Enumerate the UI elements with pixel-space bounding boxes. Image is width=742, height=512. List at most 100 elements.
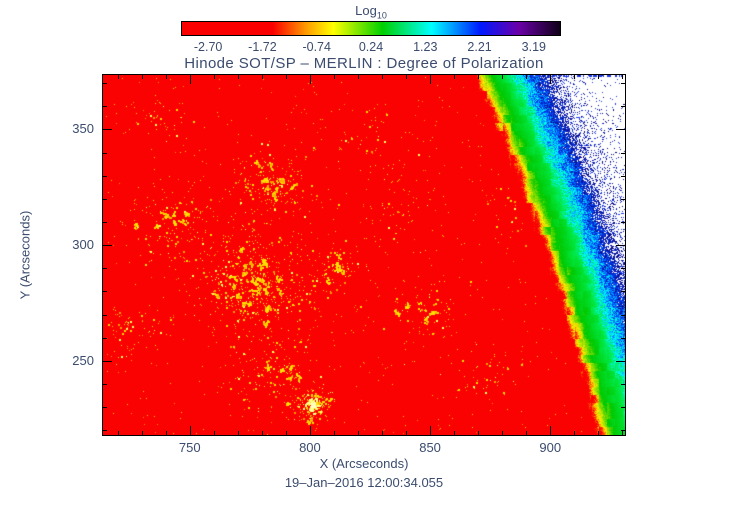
axis-tick (598, 431, 600, 435)
observation-timestamp: 19–Jan–2016 12:00:34.055 (284, 475, 444, 490)
colorbar-title: Log10 (181, 3, 561, 21)
x-tick-label: 800 (299, 440, 321, 455)
axis-tick (103, 360, 112, 362)
colorbar-tick-label: -0.74 (302, 40, 331, 54)
axis-tick (550, 75, 552, 84)
colorbar-gradient (181, 21, 561, 36)
axis-tick (357, 431, 359, 435)
axis-tick (621, 222, 625, 223)
axis-tick (103, 337, 107, 339)
axis-tick (117, 75, 119, 79)
axis-tick (621, 268, 625, 270)
axis-tick (502, 431, 504, 435)
axis-tick (454, 75, 456, 79)
axis-tick (141, 75, 143, 79)
y-tick-label: 350 (72, 121, 94, 137)
axis-tick (103, 245, 112, 247)
axis-tick (430, 426, 432, 435)
x-tick-label: 900 (539, 440, 562, 455)
axis-tick (309, 426, 311, 435)
axis-tick (165, 431, 167, 435)
axis-tick (285, 75, 287, 79)
axis-tick (478, 75, 480, 79)
axis-tick (213, 75, 215, 79)
colorbar-tick-label: 2.21 (467, 40, 492, 54)
x-axis-title: X (Arcseconds) (319, 456, 409, 471)
axis-tick (621, 198, 625, 200)
axis-tick (478, 431, 480, 435)
axis-tick (406, 431, 408, 435)
colorbar-tick-label: 3.19 (521, 40, 547, 54)
axis-tick (103, 152, 107, 154)
colorbar-tick-label: -2.70 (193, 40, 223, 54)
axis-tick (574, 431, 576, 435)
axis-tick (621, 314, 625, 316)
axis-tick (189, 75, 191, 84)
axis-tick (165, 75, 167, 79)
y-axis-tick-labels: 250 300 350 (0, 75, 98, 435)
axis-tick (103, 222, 107, 223)
axis-tick (616, 360, 625, 362)
axis-tick (526, 75, 528, 79)
colorbar-tick-label: 0.24 (358, 40, 384, 54)
axis-tick (382, 431, 384, 435)
axis-tick (189, 426, 191, 435)
axis-tick (621, 337, 625, 339)
axis-tick (117, 431, 119, 435)
axis-tick (333, 75, 335, 79)
axis-tick (406, 75, 408, 79)
axis-tick (598, 75, 600, 79)
axis-tick (621, 384, 625, 386)
axis-tick (103, 314, 107, 316)
colorbar-tick-labels: -2.70 -1.72 -0.74 0.24 1.23 2.21 3.19 (181, 40, 561, 54)
axis-tick (103, 268, 107, 270)
colorbar-tick-label: 1.23 (413, 40, 438, 54)
axis-tick (621, 83, 625, 85)
axis-tick (550, 426, 552, 435)
polarization-heatmap-canvas (103, 75, 625, 435)
x-axis-tick-labels: 750 800 850 900 (103, 440, 625, 456)
axis-tick (621, 407, 625, 409)
axis-tick (621, 291, 625, 293)
axis-tick (430, 75, 432, 84)
colorbar-title-text: Log (355, 3, 377, 18)
axis-tick (622, 431, 624, 435)
axis-tick (213, 431, 215, 435)
axis-tick (261, 75, 263, 79)
x-tick-label: 850 (419, 440, 441, 455)
axis-tick (103, 291, 107, 293)
axis-tick (616, 245, 625, 247)
axis-tick (622, 75, 624, 79)
axis-tick (526, 431, 528, 435)
axis-tick (621, 175, 625, 177)
axis-tick (261, 431, 263, 435)
axis-tick (103, 407, 107, 409)
axis-tick (621, 106, 625, 108)
axis-tick (616, 129, 625, 131)
y-tick-label: 300 (72, 237, 94, 253)
y-tick-label: 250 (72, 352, 94, 368)
axis-tick (333, 431, 335, 435)
x-tick-label: 750 (178, 440, 201, 455)
axis-tick (309, 75, 311, 84)
axis-tick (574, 75, 576, 79)
axis-tick (454, 431, 456, 435)
axis-tick (103, 430, 107, 432)
axis-tick (285, 431, 287, 435)
axis-tick (103, 384, 107, 386)
axis-tick (103, 106, 107, 108)
plot-title: Hinode SOT/SP – MERLIN : Degree of Polar… (184, 55, 544, 72)
colorbar-tick-label: -1.72 (248, 40, 277, 54)
axis-tick (103, 129, 112, 131)
axis-tick (103, 175, 107, 177)
axis-tick (621, 152, 625, 154)
axis-tick (357, 75, 359, 79)
axis-tick (141, 431, 143, 435)
axis-tick (621, 430, 625, 432)
axis-tick (237, 75, 239, 79)
axis-tick (382, 75, 384, 79)
axis-tick (502, 75, 504, 79)
axis-tick (103, 83, 107, 85)
plot-area (102, 74, 626, 436)
